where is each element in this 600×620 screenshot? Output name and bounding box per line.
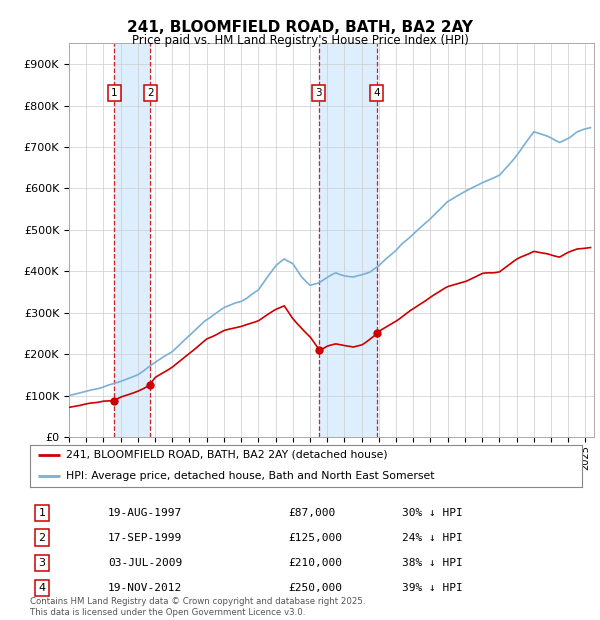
Text: 38% ↓ HPI: 38% ↓ HPI <box>402 558 463 568</box>
Text: 241, BLOOMFIELD ROAD, BATH, BA2 2AY: 241, BLOOMFIELD ROAD, BATH, BA2 2AY <box>127 20 473 35</box>
Text: 1: 1 <box>111 88 118 98</box>
Text: 19-NOV-2012: 19-NOV-2012 <box>108 583 182 593</box>
Text: 2: 2 <box>38 533 46 542</box>
Text: 2: 2 <box>147 88 154 98</box>
Text: 19-AUG-1997: 19-AUG-1997 <box>108 508 182 518</box>
Text: 24% ↓ HPI: 24% ↓ HPI <box>402 533 463 542</box>
Text: 4: 4 <box>38 583 46 593</box>
Text: Price paid vs. HM Land Registry's House Price Index (HPI): Price paid vs. HM Land Registry's House … <box>131 34 469 47</box>
Text: 4: 4 <box>373 88 380 98</box>
Text: Contains HM Land Registry data © Crown copyright and database right 2025.
This d: Contains HM Land Registry data © Crown c… <box>30 598 365 617</box>
Text: £87,000: £87,000 <box>288 508 335 518</box>
Text: 3: 3 <box>38 558 46 568</box>
Text: 241, BLOOMFIELD ROAD, BATH, BA2 2AY (detached house): 241, BLOOMFIELD ROAD, BATH, BA2 2AY (det… <box>66 450 388 459</box>
Text: £210,000: £210,000 <box>288 558 342 568</box>
Bar <box>114 43 150 437</box>
Text: 1: 1 <box>38 508 46 518</box>
Text: 30% ↓ HPI: 30% ↓ HPI <box>402 508 463 518</box>
Text: 03-JUL-2009: 03-JUL-2009 <box>108 558 182 568</box>
Text: 17-SEP-1999: 17-SEP-1999 <box>108 533 182 542</box>
Text: 39% ↓ HPI: 39% ↓ HPI <box>402 583 463 593</box>
Bar <box>319 43 377 437</box>
Text: £125,000: £125,000 <box>288 533 342 542</box>
Text: 3: 3 <box>315 88 322 98</box>
Text: HPI: Average price, detached house, Bath and North East Somerset: HPI: Average price, detached house, Bath… <box>66 471 434 480</box>
Text: £250,000: £250,000 <box>288 583 342 593</box>
